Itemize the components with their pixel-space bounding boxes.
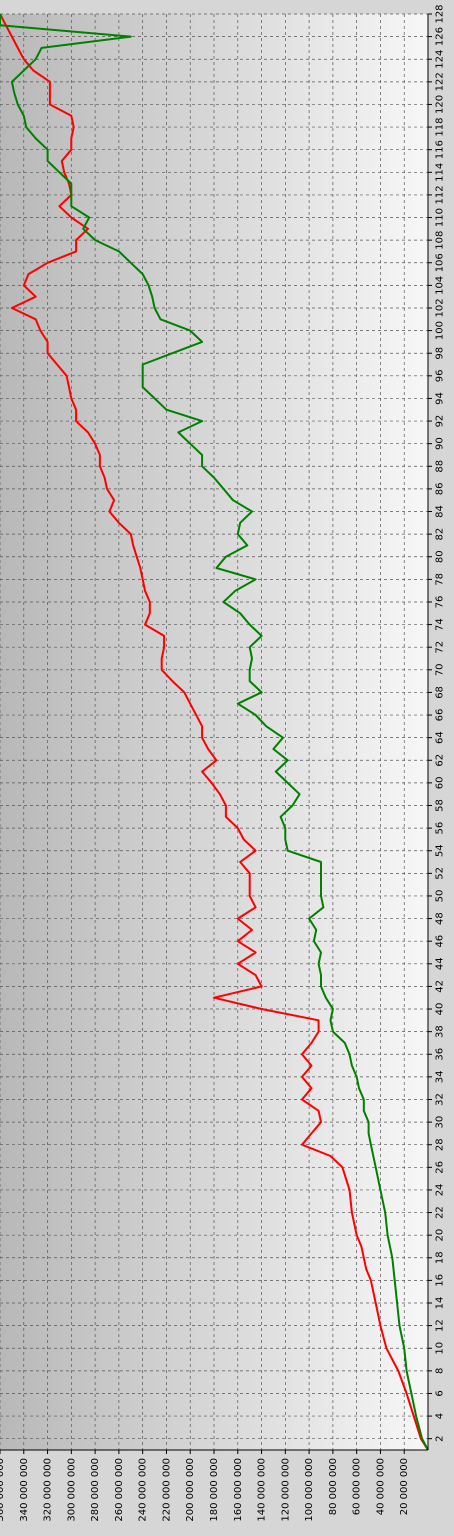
x-tick-label: 32 [434,1093,445,1106]
x-tick-label: 50 [434,890,445,903]
x-tick-label: 102 [434,298,445,317]
x-tick-label: 40 [434,1003,445,1016]
x-tick-label: 90 [434,437,445,450]
x-tick-label: 48 [434,912,445,925]
y-tick-label: 20 000 000 [399,1458,410,1515]
x-tick-label: 46 [434,935,445,948]
x-tick-label: 76 [434,596,445,609]
y-tick-label: 220 000 000 [161,1458,172,1522]
x-axis: 2468101214161820222426283032343638404244… [428,4,445,1442]
x-tick-label: 16 [434,1274,445,1287]
y-tick-label: 140 000 000 [257,1458,268,1522]
x-tick-label: 2 [434,1436,445,1442]
x-tick-label: 24 [434,1184,445,1197]
y-tick-label: 280 000 000 [90,1458,101,1522]
x-tick-label: 6 [434,1390,445,1396]
x-tick-label: 28 [434,1138,445,1151]
x-tick-label: 4 [434,1413,445,1419]
x-tick-label: 54 [434,844,445,857]
x-tick-label: 94 [434,392,445,405]
x-tick-label: 120 [434,95,445,114]
x-tick-label: 34 [434,1070,445,1083]
x-tick-label: 128 [434,4,445,23]
y-tick-label: 160 000 000 [233,1458,244,1522]
x-tick-label: 80 [434,550,445,563]
x-tick-label: 124 [434,50,445,69]
x-tick-label: 22 [434,1206,445,1219]
x-tick-label: 126 [434,27,445,46]
y-tick-label: 240 000 000 [138,1458,149,1522]
x-tick-label: 106 [434,253,445,272]
x-tick-label: 36 [434,1048,445,1061]
y-tick-label: 40 000 000 [375,1458,386,1515]
x-tick-label: 88 [434,460,445,473]
y-tick-label: 60 000 000 [352,1458,363,1515]
x-tick-label: 52 [434,867,445,880]
x-tick-label: 104 [434,276,445,295]
x-tick-label: 10 [434,1342,445,1355]
x-tick-label: 42 [434,980,445,993]
y-tick-label: 320 000 000 [43,1458,54,1522]
y-tick-label: 200 000 000 [185,1458,196,1522]
y-tick-label: 260 000 000 [114,1458,125,1522]
x-tick-label: 74 [434,618,445,631]
x-tick-label: 116 [434,140,445,159]
x-tick-label: 84 [434,505,445,518]
x-tick-label: 30 [434,1116,445,1129]
x-tick-label: 114 [434,163,445,182]
x-tick-label: 60 [434,777,445,790]
y-tick-label: 100 000 000 [304,1458,315,1522]
series-line-2 [0,14,429,1451]
y-tick-label: 360 000 000 [0,1458,6,1522]
x-tick-label: 92 [434,415,445,428]
x-tick-label: 112 [434,185,445,204]
y-tick-label: 340 000 000 [19,1458,30,1522]
x-tick-label: 62 [434,754,445,767]
x-tick-label: 110 [434,208,445,227]
y-axis: 20 000 000 40 000 000 60 000 000 80 000 000… [0,1450,410,1522]
x-tick-label: 108 [434,231,445,250]
x-tick-label: 14 [434,1297,445,1310]
x-tick-label: 100 [434,321,445,340]
x-tick-label: 118 [434,118,445,137]
x-tick-label: 38 [434,1025,445,1038]
x-tick-label: 66 [434,709,445,722]
x-tick-label: 96 [434,369,445,382]
x-tick-label: 8 [434,1368,445,1374]
series-group [0,13,429,1451]
x-tick-label: 98 [434,347,445,360]
x-tick-label: 18 [434,1251,445,1264]
x-tick-label: 78 [434,573,445,586]
x-tick-label: 68 [434,686,445,699]
x-tick-label: 44 [434,957,445,970]
grid [0,13,428,1450]
x-tick-label: 12 [434,1319,445,1332]
y-tick-label: 120 000 000 [280,1458,291,1522]
y-tick-label: 300 000 000 [66,1458,77,1522]
x-tick-label: 82 [434,528,445,541]
series-line-1 [0,13,429,1451]
x-tick-label: 64 [434,731,445,744]
x-tick-label: 56 [434,822,445,835]
x-tick-label: 58 [434,799,445,812]
x-tick-label: 70 [434,663,445,676]
y-tick-label: 180 000 000 [209,1458,220,1522]
x-tick-label: 122 [434,72,445,91]
x-tick-label: 26 [434,1161,445,1174]
x-tick-label: 20 [434,1229,445,1242]
y-tick-label: 80 000 000 [328,1458,339,1515]
x-tick-label: 72 [434,641,445,654]
x-tick-label: 86 [434,483,445,496]
